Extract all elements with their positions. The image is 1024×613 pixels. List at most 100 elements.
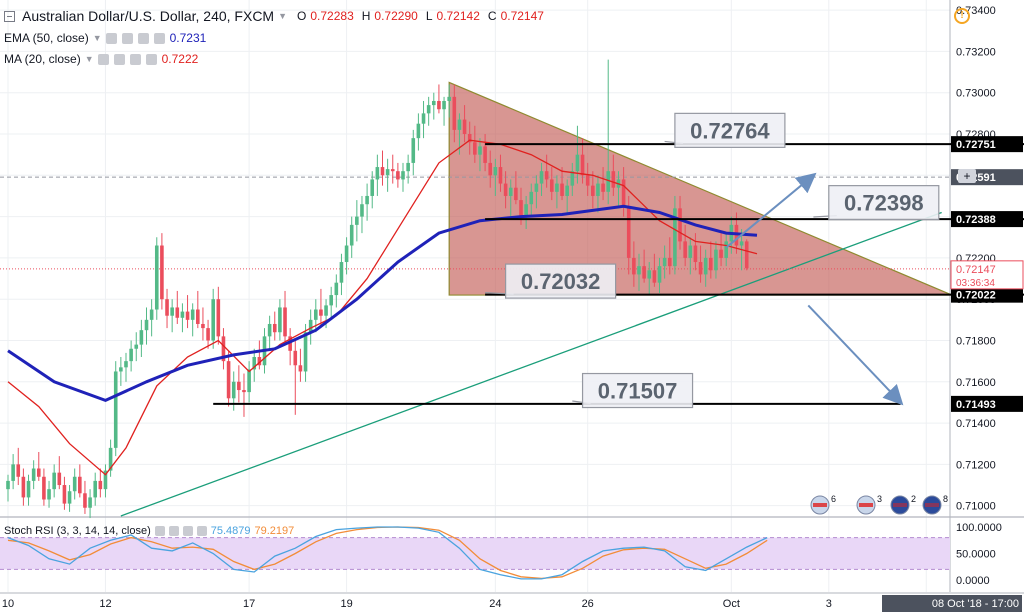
candle [42,468,46,506]
stoch-k-line [7,526,768,580]
candle [380,150,385,186]
candle [647,262,652,296]
candle [632,241,636,287]
candle [242,373,246,417]
candle [154,237,159,320]
candle [165,288,169,329]
candle [113,361,118,457]
candle [621,167,626,217]
add-plus-icon[interactable]: + [958,169,976,183]
candle [508,179,513,217]
plus-icon[interactable] [137,32,149,44]
candle [103,464,108,498]
candle [462,105,467,143]
candle [62,476,67,510]
candle [293,340,298,415]
symbol-title[interactable]: Australian Dollar/U.S. Dollar, 240, FXCM [22,8,275,24]
candle [134,332,139,362]
chevron-down-icon[interactable]: ▼ [84,54,94,64]
ascending-trendline [120,211,942,517]
candle [529,183,534,217]
time-tick-label: 3 [826,598,832,610]
candle [31,460,36,490]
candle [339,253,344,296]
candle [560,167,564,201]
candle [83,480,87,514]
candle [226,350,231,407]
candle [211,288,215,349]
candle [6,474,10,502]
candle [585,162,590,196]
candle [544,154,549,188]
time-tick-label: 26 [582,598,594,610]
candle [642,249,646,283]
candle [185,295,190,329]
price-tick-label: 0.71800 [956,335,996,347]
gear-icon[interactable] [121,32,133,44]
event-count: 3 [877,494,882,504]
candle [524,195,528,229]
chevron-down-icon[interactable]: ▼ [92,33,102,43]
event-count: 6 [831,494,836,504]
plus-icon[interactable] [129,53,141,65]
candle [688,237,693,275]
candle [452,84,457,143]
candle [709,241,713,279]
candle [667,237,672,275]
candle [119,357,123,386]
candle [98,468,103,498]
plus-icon[interactable] [182,526,193,536]
candle [21,468,26,506]
candle [570,162,575,196]
us-flag-icon: 3 [856,494,882,515]
time-tick-label: 10 [2,598,14,610]
eye-icon[interactable] [154,526,165,536]
candle [724,233,728,267]
collapse-icon[interactable] [4,10,15,22]
alert-icon[interactable]: ! [954,8,970,24]
candle [406,154,410,184]
time-tick-label: Oct [723,598,740,610]
ohlc-low-label: L [425,9,433,23]
countdown-label: 03:36:34 [956,278,995,289]
close-icon[interactable] [153,32,165,44]
date-badge-bg [882,595,1022,612]
candle [549,167,554,201]
candle [555,175,559,209]
candle [180,303,185,333]
close-icon[interactable] [196,526,207,536]
price-tick-label: 0.71000 [956,501,996,513]
ema-label[interactable]: EMA (50, close) [4,31,89,45]
candle [493,158,498,196]
candle [288,328,292,366]
stoch-rsi-label[interactable]: Stoch RSI (3, 3, 14, 14, close) [4,525,151,537]
close-icon[interactable] [145,53,157,65]
rsi-tick-label: 0.0000 [956,575,990,587]
eye-icon[interactable] [105,32,117,44]
event-count: 8 [943,494,948,504]
stoch-d-value: 79.2197 [254,525,295,537]
time-tick-label: 12 [99,598,111,610]
callout-label: 0.72764 [690,118,770,143]
ohlc-high-label: H [361,9,371,23]
candle [360,195,364,234]
price-tick-label: 0.73000 [956,88,996,100]
level-axis-label: 0.72022 [956,290,996,302]
ma-label[interactable]: MA (20, close) [4,52,81,66]
candle [437,84,441,114]
candle [72,468,77,500]
candle [11,454,15,490]
time-tick-label: 17 [243,598,255,610]
candle [252,348,257,382]
gear-icon[interactable] [168,526,179,536]
candle [657,257,662,294]
gear-icon[interactable] [113,53,125,65]
eye-icon[interactable] [97,53,109,65]
chevron-down-icon[interactable]: ▼ [278,11,288,21]
candle [503,171,508,209]
candle [411,129,416,176]
candle [390,154,395,184]
candle [267,315,272,349]
